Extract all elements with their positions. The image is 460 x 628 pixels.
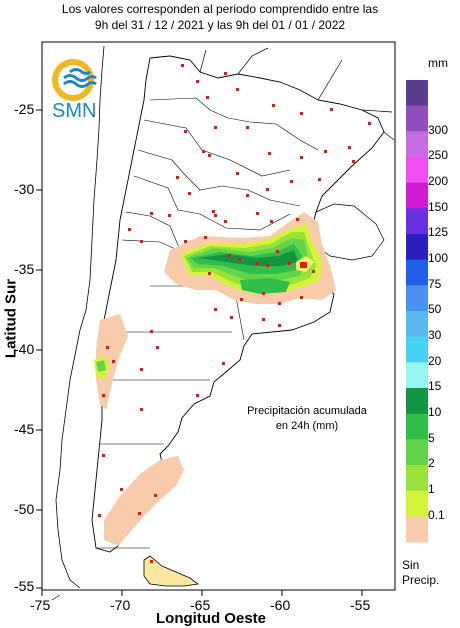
ytick-label: -55 [14, 578, 35, 594]
legend-swatch [406, 285, 428, 312]
western-coastline [55, 45, 105, 589]
legend-swatch [406, 336, 428, 363]
argentina-outline [91, 55, 385, 553]
map-annotation-line-1: Precipitación acumulada [247, 405, 367, 417]
map-frame [41, 41, 396, 591]
legend-swatch [406, 362, 428, 389]
legend-label: 10 [428, 405, 442, 419]
legend-swatch [406, 234, 428, 261]
station-dots [98, 64, 371, 563]
map-annotation-line-2: en 24h (mm) [275, 420, 339, 432]
legend-swatch [406, 388, 428, 415]
legend-swatch [406, 311, 428, 338]
header-line-2: 9h del 31 / 12 / 2021 y las 9h del 01 / … [94, 18, 346, 32]
legend-label: 0.1 [428, 507, 445, 522]
legend-label: 2 [428, 456, 435, 471]
ytick-label: -25 [14, 101, 35, 117]
legend-swatch [406, 465, 428, 492]
legend-swatch [406, 413, 428, 440]
xtick-label: -75 [30, 597, 51, 613]
ytick-label: -40 [14, 341, 35, 357]
xtick-label: -70 [110, 597, 131, 613]
tierra-del-fuego [143, 555, 200, 587]
header-line-1: Los valores corresponden al periodo comp… [61, 2, 379, 16]
legend-label: 250 [428, 148, 449, 163]
ytick-label: -30 [14, 181, 35, 197]
xtick-label: -65 [190, 597, 211, 613]
legend-label: 200 [428, 174, 449, 188]
legend-label: 5 [428, 430, 435, 445]
legend-no-precip-line-2: Precip. [402, 573, 440, 587]
legend-swatch [406, 516, 428, 543]
axis-ticks [36, 109, 363, 596]
legend-label: 150 [428, 199, 449, 214]
legend-swatch [406, 80, 428, 107]
xtick-label: -60 [270, 597, 291, 613]
legend-swatch [406, 182, 428, 209]
logo-text: SMN [52, 100, 97, 122]
legend-swatch [406, 157, 428, 184]
legend-label: 1 [428, 482, 435, 496]
legend-swatch [406, 259, 428, 286]
ytick-label: -45 [14, 421, 35, 437]
smn-logo [52, 59, 97, 101]
legend-swatch [406, 105, 428, 132]
legend-no-precip-line-1: Sin [402, 558, 420, 572]
xtick-label: -55 [350, 597, 371, 613]
neighbour-borders [51, 47, 395, 601]
legend-label: 30 [428, 328, 442, 342]
legend-label: 125 [428, 225, 449, 240]
legend-label: 50 [428, 302, 442, 317]
legend-swatch [406, 131, 428, 158]
precipitation-shading [94, 212, 336, 546]
legend-label: 300 [428, 122, 449, 137]
x-axis-title: Longitud Oeste [156, 610, 266, 627]
legend-swatch [406, 490, 428, 517]
legend-label: 20 [428, 353, 442, 368]
legend-label: 15 [428, 379, 442, 394]
legend-swatch [406, 208, 428, 235]
ytick-label: -35 [14, 261, 35, 277]
legend-swatch [406, 439, 428, 466]
legend-label: 75 [428, 276, 442, 291]
ytick-label: -50 [14, 501, 35, 517]
legend-color-bar [406, 80, 428, 543]
legend-label: 100 [428, 251, 449, 265]
y-axis-title: Latitud Sur [2, 278, 20, 359]
legend-units: mm [428, 56, 448, 70]
